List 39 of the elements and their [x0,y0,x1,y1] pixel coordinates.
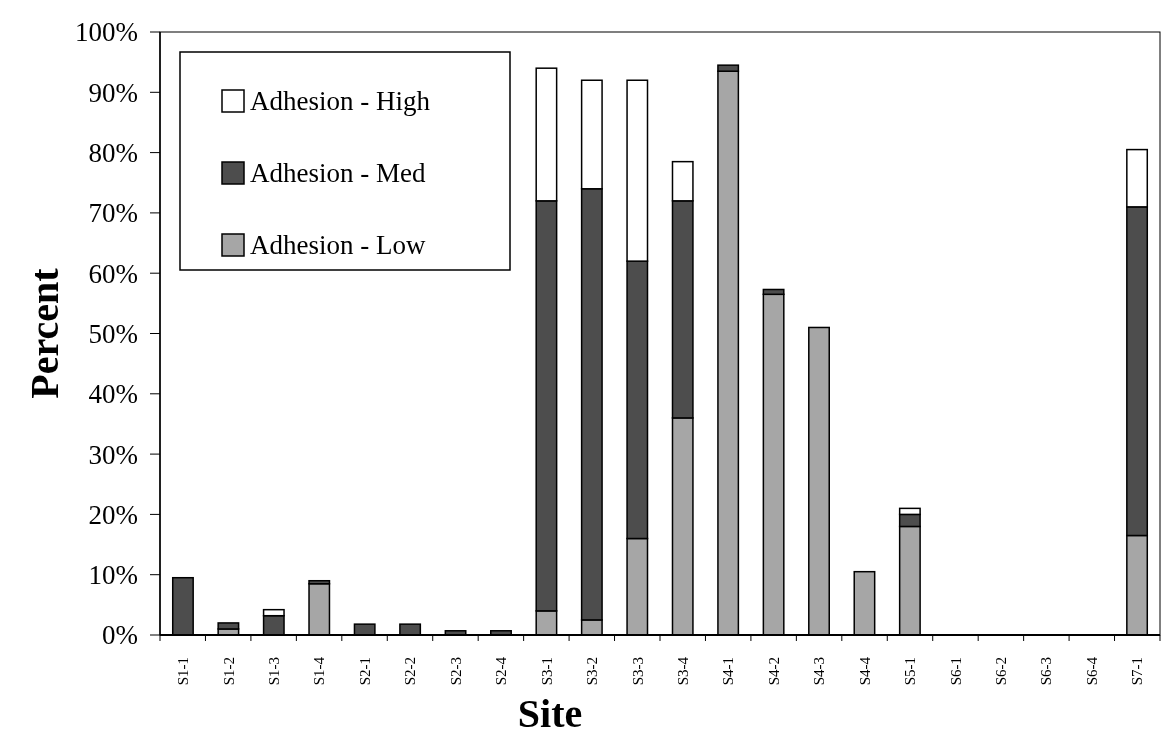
legend-label: Adhesion - Med [250,158,426,189]
x-tick-label: S2-1 [356,657,373,686]
x-tick-label: S4-2 [765,657,782,686]
x-tick-label: S3-4 [674,656,691,686]
x-tick-label: S3-3 [629,657,646,686]
x-tick-label: S4-4 [856,656,873,686]
x-tick-label: S1-1 [175,657,192,686]
x-axis-title: Site [517,691,583,736]
x-tick-label: S6-3 [1038,657,1055,686]
x-tick-label: S4-1 [720,657,737,686]
y-tick-label: 60% [88,258,138,289]
legend-label: Adhesion - High [250,86,431,117]
x-tick-label: S7-1 [1129,657,1146,686]
y-tick-label: 20% [88,499,138,530]
bar [217,622,240,630]
x-tick-label: S6-4 [1083,656,1100,686]
legend-label: Adhesion - Low [250,230,426,261]
y-axis-title: Percent [22,267,67,399]
x-tick-label: S4-3 [811,657,828,686]
x-tick-label: S3-1 [538,657,555,686]
x-tick-label: S2-4 [493,656,510,686]
x-tick-label: S2-2 [402,657,419,686]
x-tick-label: S2-3 [447,657,464,686]
y-tick-label: 100% [75,17,138,48]
x-tick-label: S5-1 [902,657,919,686]
y-tick-label: 0% [102,620,138,651]
y-tick-label: 80% [88,138,138,169]
y-tick-label: 40% [88,379,138,410]
y-tick-label: 50% [88,318,138,349]
y-tick-label: 90% [88,77,138,108]
x-tick-label: S1-2 [220,657,237,686]
x-tick-label: S1-4 [311,656,328,686]
x-tick-label: S1-3 [266,657,283,686]
y-tick-label: 30% [88,439,138,470]
x-tick-label: S3-2 [584,657,601,686]
y-tick-label: 10% [88,560,138,591]
y-tick-label: 70% [88,198,138,229]
x-tick-label: S6-1 [947,657,964,686]
x-tick-label: S6-2 [993,657,1009,686]
